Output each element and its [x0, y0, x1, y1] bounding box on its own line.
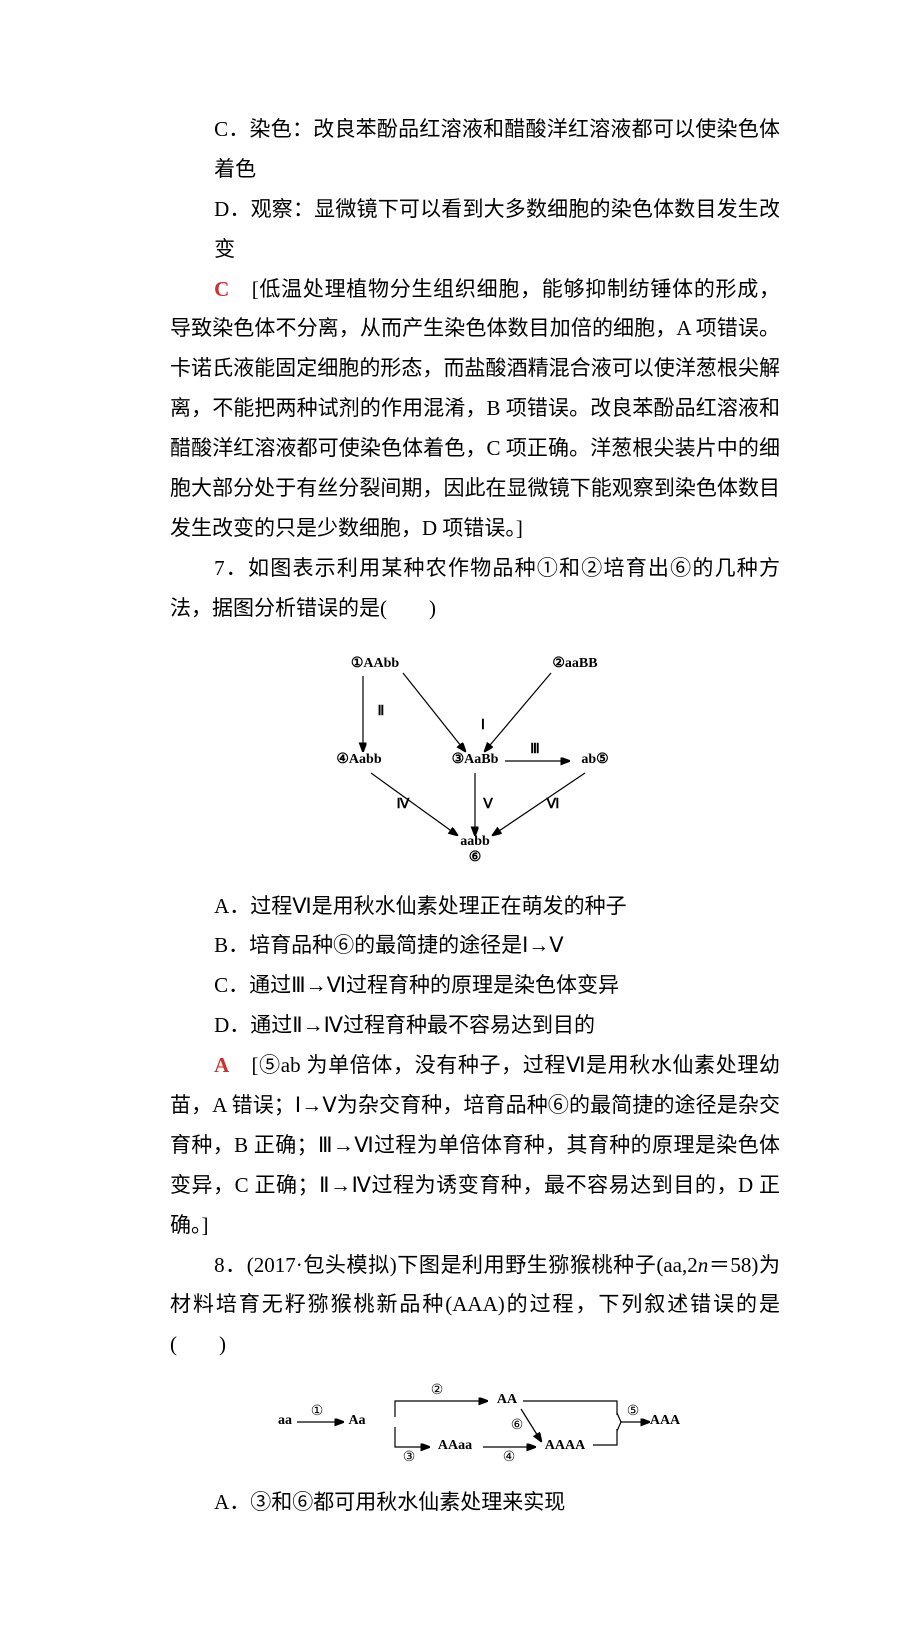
q8-diagram: aaAaAAAAaaAAAAAAA①②③④⑥⑤: [265, 1379, 685, 1469]
svg-text:AAAA: AAAA: [545, 1438, 586, 1453]
svg-text:Ⅱ: Ⅱ: [378, 704, 385, 719]
q6-explanation-text: [低温处理植物分生组织细胞，能够抑制纺锤体的形成，导致染色体不分离，从而产生染色…: [170, 277, 780, 540]
q6-answer-letter: C: [214, 277, 229, 301]
q7-option-c: C．通过Ⅲ→Ⅵ过程育种的原理是染色体变异: [170, 966, 780, 1006]
svg-text:AA: AA: [497, 1392, 518, 1407]
svg-text:①AAbb: ①AAbb: [351, 656, 400, 671]
q7-explanation: A [⑤ab 为单倍体，没有种子，过程Ⅵ是用秋水仙素处理幼苗，A 错误；Ⅰ→Ⅴ为…: [170, 1046, 780, 1245]
svg-text:AAaa: AAaa: [438, 1438, 472, 1453]
svg-text:Ⅰ: Ⅰ: [481, 718, 485, 733]
svg-text:Ⅵ: Ⅵ: [546, 797, 560, 812]
q7-diagram: ①AAbb ②aaBB ③AaBb ④Aabb ab⑤ aabb⑥ Ⅰ Ⅱ Ⅲ Ⅳ Ⅴ Ⅵ: [295, 643, 655, 873]
svg-text:Ⅳ: Ⅳ: [397, 797, 411, 812]
svg-text:③: ③: [403, 1450, 416, 1465]
svg-text:aa: aa: [278, 1413, 292, 1428]
svg-text:②aaBB: ②aaBB: [552, 656, 597, 671]
svg-text:Ⅲ: Ⅲ: [530, 742, 540, 757]
q7-option-d: D．通过Ⅱ→Ⅳ过程育种最不容易达到目的: [170, 1006, 780, 1046]
svg-text:⑥: ⑥: [511, 1418, 524, 1433]
svg-text:⑥: ⑥: [469, 850, 482, 865]
q6-option-c: C．染色：改良苯酚品红溶液和醋酸洋红溶液都可以使染色体着色: [170, 110, 780, 190]
svg-text:ab⑤: ab⑤: [581, 752, 608, 767]
svg-text:③AaBb: ③AaBb: [452, 752, 499, 767]
q6-explanation: C [低温处理植物分生组织细胞，能够抑制纺锤体的形成，导致染色体不分离，从而产生…: [170, 270, 780, 549]
svg-text:aabb: aabb: [460, 834, 490, 849]
q8-option-a: A．③和⑥都可用秋水仙素处理来实现: [170, 1483, 780, 1523]
q6-option-d: D．观察：显微镜下可以看到大多数细胞的染色体数目发生改变: [170, 190, 780, 270]
q7-option-a: A．过程Ⅵ是用秋水仙素处理正在萌发的种子: [170, 887, 780, 927]
svg-text:④Aabb: ④Aabb: [336, 752, 381, 767]
q8-stem: 8．(2017·包头模拟)下图是利用野生猕猴桃种子(aa,2n＝58)为材料培育…: [170, 1246, 780, 1366]
svg-text:⑤: ⑤: [627, 1404, 640, 1419]
q8-stem-italic: n: [698, 1253, 709, 1277]
svg-text:Aa: Aa: [348, 1413, 365, 1428]
svg-text:④: ④: [503, 1450, 516, 1465]
q7-explanation-text: [⑤ab 为单倍体，没有种子，过程Ⅵ是用秋水仙素处理幼苗，A 错误；Ⅰ→Ⅴ为杂交…: [170, 1053, 780, 1237]
q7-stem: 7．如图表示利用某种农作物品种①和②培育出⑥的几种方法，据图分析错误的是( ): [170, 549, 780, 629]
svg-text:②: ②: [431, 1383, 444, 1398]
q8-stem-part1: 8．(2017·包头模拟)下图是利用野生猕猴桃种子(aa,2: [214, 1253, 698, 1277]
q7-answer-letter: A: [214, 1053, 229, 1077]
q7-option-b: B．培育品种⑥的最简捷的途径是Ⅰ→Ⅴ: [170, 926, 780, 966]
svg-text:AAA: AAA: [650, 1413, 681, 1428]
svg-text:①: ①: [311, 1404, 324, 1419]
svg-text:Ⅴ: Ⅴ: [482, 797, 493, 812]
